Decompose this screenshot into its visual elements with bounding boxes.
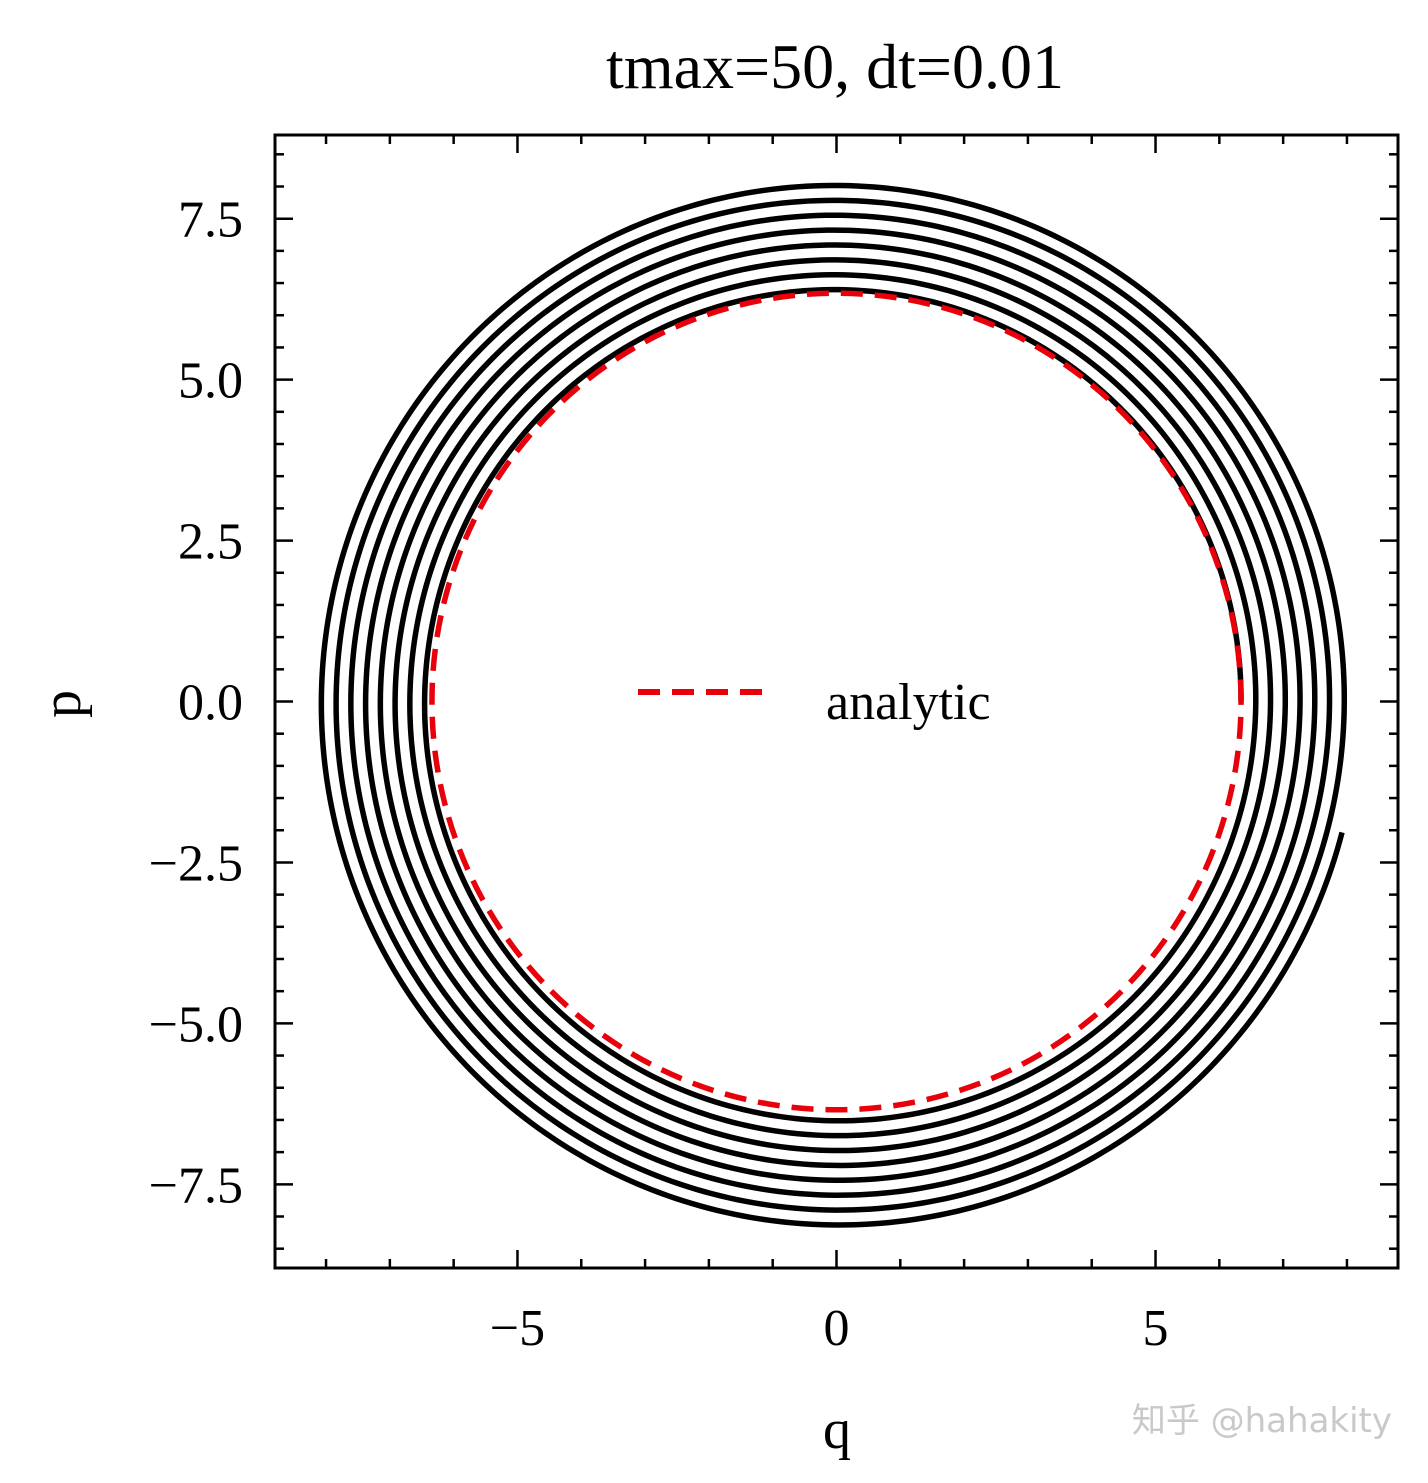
x-tick-label: 0 (824, 1300, 850, 1357)
y-tick-label: 7.5 (178, 192, 243, 249)
chart-title: tmax=50, dt=0.01 (606, 31, 1064, 102)
watermark: 知乎 @hahakity (1132, 1401, 1392, 1441)
y-tick-label: −2.5 (149, 835, 243, 892)
legend-label-analytic: analytic (826, 674, 991, 731)
plot-area (318, 182, 1348, 1228)
axes: −5 0 5 −7.5 −5.0 −2.5 0.0 2.5 5.0 7.5 (149, 133, 1400, 1357)
y-tick-label: −5.0 (149, 996, 243, 1053)
y-tick-label: 0.0 (178, 675, 243, 732)
y-tick-label: −7.5 (149, 1157, 243, 1214)
y-axis-label: p (31, 690, 93, 718)
y-tick-label: 5.0 (178, 353, 243, 410)
series-analytic-circle (429, 290, 1244, 1113)
x-tick-label: −5 (490, 1300, 545, 1357)
x-axis-label: q (823, 1399, 851, 1461)
legend: analytic (638, 674, 991, 731)
x-tick-label: 5 (1143, 1300, 1169, 1357)
y-tick-label: 2.5 (178, 514, 243, 571)
series-numerical-trajectory (318, 182, 1348, 1228)
